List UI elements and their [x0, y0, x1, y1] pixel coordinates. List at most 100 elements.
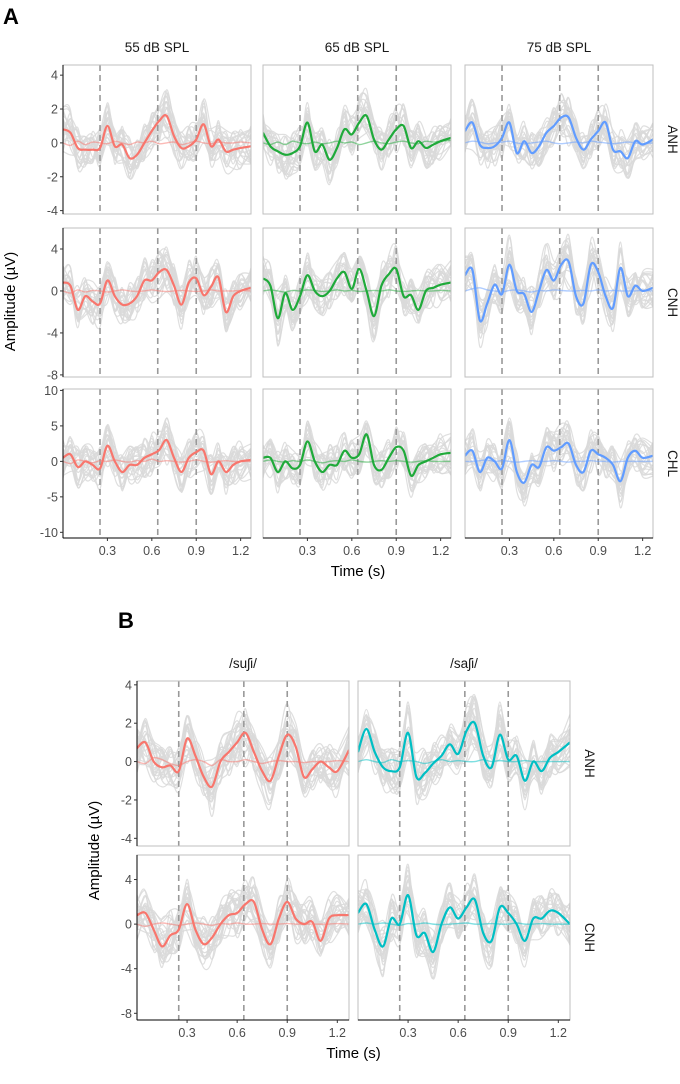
- mean-curve: [63, 267, 251, 314]
- individual-trace: [465, 98, 653, 179]
- individual-trace: [137, 731, 349, 791]
- mean-curve: [63, 114, 251, 160]
- individual-trace: [63, 109, 251, 168]
- y-tick-label: -4: [121, 832, 132, 846]
- x-tick-label: 0.9: [188, 544, 205, 558]
- y-tick-label: 0: [51, 136, 58, 150]
- individual-trace: [465, 242, 653, 314]
- y-tick-label: 5: [51, 419, 58, 433]
- individual-trace: [137, 894, 349, 960]
- facet-plot-area: [358, 855, 570, 1020]
- x-tick-label: 0.6: [449, 1026, 466, 1040]
- individual-trace: [63, 116, 251, 165]
- facet-frame: [262, 64, 452, 215]
- individual-trace: [465, 427, 653, 501]
- facet-frame: [464, 64, 654, 215]
- x-axis-title: Time (s): [331, 563, 385, 580]
- column-strip-su-i: /suʃi/: [229, 656, 257, 671]
- row-strip-chl: CHL: [665, 450, 680, 477]
- individual-trace: [137, 895, 349, 959]
- individual-trace: [63, 254, 251, 318]
- individual-trace: [465, 93, 653, 170]
- individual-trace: [137, 879, 349, 969]
- mean-curve: [263, 433, 451, 477]
- x-tick-label: 1.2: [634, 544, 651, 558]
- y-axis-title: Amplitude (µV): [2, 252, 19, 352]
- column-strip-sa-i: /saʃi/: [450, 656, 478, 671]
- individual-trace: [465, 427, 653, 507]
- individual-trace: [263, 108, 451, 173]
- individual-trace: [63, 92, 251, 168]
- facet-plot-area: [465, 228, 653, 377]
- y-tick-label: 4: [51, 242, 58, 256]
- facet-frame: [262, 227, 452, 378]
- y-tick-label: 4: [51, 69, 58, 83]
- x-tick-label: 0.3: [501, 544, 518, 558]
- panel-a: 55 dB SPL 65 dB SPL 75 dB SPL ANH CNH CHL -4 -2…: [2, 40, 680, 580]
- y-tick-label: -2: [47, 170, 58, 184]
- facet-plot-area: [465, 389, 653, 538]
- x-tick-label: 0.6: [343, 544, 360, 558]
- facet-plot-area: [465, 65, 653, 214]
- y-tick-label: 4: [125, 678, 132, 692]
- mean-curve: [465, 438, 653, 484]
- facet-plot-area: [63, 228, 251, 377]
- y-tick-label: -5: [47, 490, 58, 504]
- x-tick-label: 0.6: [545, 544, 562, 558]
- y-tick-label: 2: [51, 103, 58, 117]
- baseline-curve: [63, 289, 251, 294]
- y-tick-label: -4: [121, 962, 132, 976]
- individual-trace: [358, 889, 570, 965]
- mean-curve: [63, 438, 251, 476]
- panel-b-label: B: [118, 608, 134, 633]
- individual-traces: [465, 417, 653, 509]
- mean-curve: [465, 258, 653, 323]
- mean-curve: [137, 899, 349, 948]
- facet-plot-area: [63, 389, 251, 538]
- individual-trace: [63, 251, 251, 325]
- facet-chl-1: -10 -5 0 5 10 0.3 0.6 0.9 1.2: [40, 384, 252, 558]
- facet-frame: [464, 227, 654, 378]
- individual-traces: [63, 89, 251, 180]
- facet-anh-2: [262, 64, 452, 215]
- row-strip-cnh: CNH: [582, 923, 597, 952]
- mean-curve: [358, 894, 570, 954]
- individual-trace: [263, 260, 451, 323]
- y-tick-label: 2: [125, 717, 132, 731]
- facet-cnh-1: -8 -4 0 4 0.3 0.6 0.9 1.2: [121, 854, 350, 1040]
- y-tick-label: 0: [51, 284, 58, 298]
- individual-trace: [465, 253, 653, 330]
- individual-trace: [358, 719, 570, 785]
- x-tick-label: 0.3: [99, 544, 116, 558]
- facet-plot-area: [358, 681, 570, 846]
- facet-cnh-2: [262, 227, 452, 378]
- y-tick-label: -10: [40, 526, 58, 540]
- y-tick-label: -2: [121, 793, 132, 807]
- y-tick-label: 4: [125, 873, 132, 887]
- individual-trace: [465, 427, 653, 496]
- baseline-curve: [358, 922, 570, 926]
- y-tick-label: -4: [47, 204, 58, 218]
- x-tick-label: 0.9: [500, 1026, 517, 1040]
- x-tick-label: 0.9: [388, 544, 405, 558]
- individual-trace: [263, 264, 451, 319]
- x-tick-label: 0.6: [228, 1026, 245, 1040]
- x-tick-label: 0.3: [399, 1026, 416, 1040]
- facet-anh-2: [357, 680, 571, 847]
- facet-cnh-3: [464, 227, 654, 378]
- facet-frame: [357, 680, 571, 847]
- individual-trace: [63, 101, 251, 163]
- y-tick-label: -8: [121, 1007, 132, 1021]
- row-strip-cnh: CNH: [665, 288, 680, 317]
- individual-trace: [358, 899, 570, 945]
- y-tick-label: -4: [47, 326, 58, 340]
- individual-trace: [465, 430, 653, 488]
- column-strip-75-db-spl: 75 dB SPL: [527, 40, 592, 55]
- individual-trace: [63, 424, 251, 493]
- individual-trace: [465, 96, 653, 175]
- individual-trace: [63, 112, 251, 171]
- individual-traces: [358, 863, 570, 980]
- facet-anh-1: -4 -2 0 2 4: [47, 64, 252, 218]
- facet-cnh-2: 0.3 0.6 0.9 1.2: [357, 854, 571, 1040]
